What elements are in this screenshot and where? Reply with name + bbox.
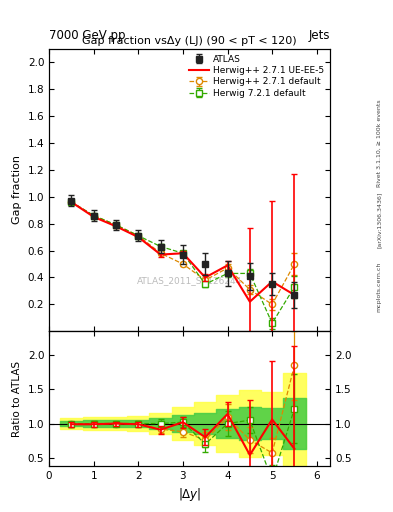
- Herwig++ 2.7.1 UE-EE-5: [248, 298, 252, 305]
- Herwig++ 2.7.1 UE-EE-5: [69, 199, 74, 205]
- Text: mcplots.cern.ch: mcplots.cern.ch: [377, 262, 382, 312]
- Legend: ATLAS, Herwig++ 2.7.1 UE-EE-5, Herwig++ 2.7.1 default, Herwig 7.2.1 default: ATLAS, Herwig++ 2.7.1 UE-EE-5, Herwig++ …: [187, 53, 326, 99]
- Herwig++ 2.7.1 UE-EE-5: [292, 292, 297, 298]
- Text: 7000 GeV pp: 7000 GeV pp: [49, 29, 126, 42]
- Y-axis label: Ratio to ATLAS: Ratio to ATLAS: [12, 360, 22, 437]
- Herwig++ 2.7.1 UE-EE-5: [270, 279, 274, 285]
- Herwig++ 2.7.1 UE-EE-5: [114, 223, 118, 229]
- Text: Rivet 3.1.10, ≥ 100k events: Rivet 3.1.10, ≥ 100k events: [377, 99, 382, 187]
- Herwig++ 2.7.1 UE-EE-5: [203, 274, 208, 281]
- Herwig++ 2.7.1 UE-EE-5: [225, 262, 230, 268]
- Text: Jets: Jets: [309, 29, 330, 42]
- X-axis label: $|\Delta y|$: $|\Delta y|$: [178, 486, 201, 503]
- Herwig++ 2.7.1 UE-EE-5: [180, 250, 185, 257]
- Y-axis label: Gap fraction: Gap fraction: [12, 156, 22, 224]
- Herwig++ 2.7.1 UE-EE-5: [136, 234, 141, 240]
- Text: [arXiv:1306.3436]: [arXiv:1306.3436]: [377, 192, 382, 248]
- Text: ATLAS_2011_S9126244: ATLAS_2011_S9126244: [137, 276, 242, 285]
- Title: Gap fraction vsΔy (LJ) (90 < pT < 120): Gap fraction vsΔy (LJ) (90 < pT < 120): [82, 36, 297, 47]
- Herwig++ 2.7.1 UE-EE-5: [91, 214, 96, 220]
- Herwig++ 2.7.1 UE-EE-5: [158, 251, 163, 258]
- Line: Herwig++ 2.7.1 UE-EE-5: Herwig++ 2.7.1 UE-EE-5: [72, 202, 294, 302]
